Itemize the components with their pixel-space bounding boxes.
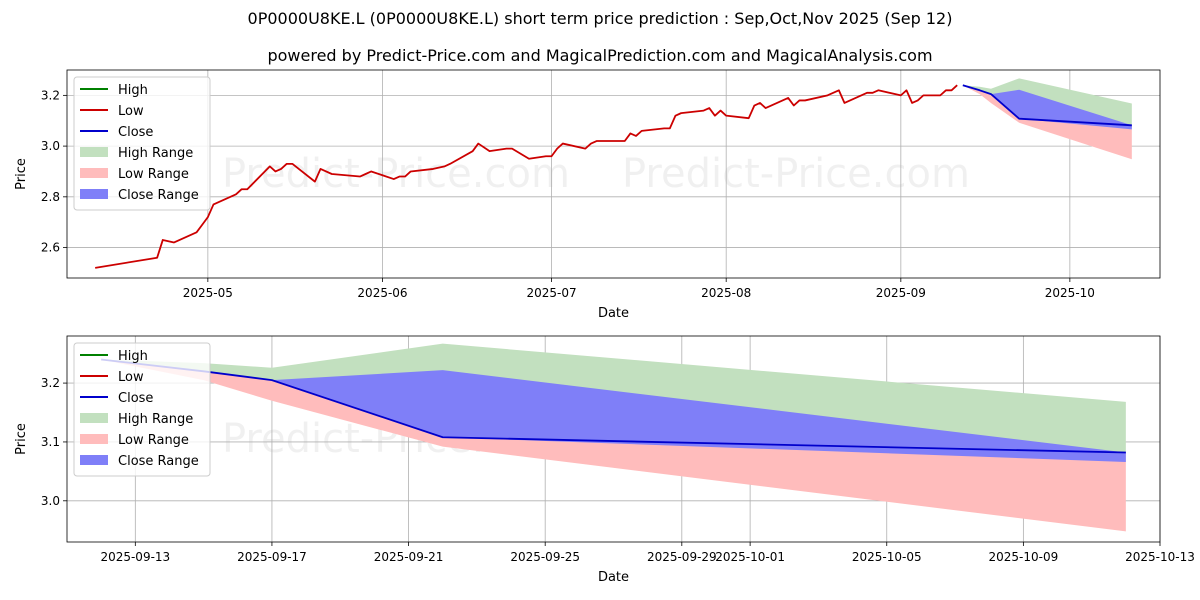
- legend-swatch-6: [80, 455, 108, 465]
- series-line-low: [95, 84, 958, 269]
- x-tick-label: 2025-10: [1045, 286, 1095, 300]
- legend-swatch-4: [80, 147, 108, 157]
- legend-label-3: Close: [118, 125, 153, 140]
- legend-swatch-5: [80, 434, 108, 444]
- legend-label-4: High Range: [118, 412, 193, 427]
- legend-label-5: Low Range: [118, 433, 189, 448]
- legend-swatch-5: [80, 168, 108, 178]
- legend-swatch-6: [80, 189, 108, 199]
- x-tick-label: 2025-10-01: [715, 550, 785, 564]
- legend-swatch-4: [80, 413, 108, 423]
- watermark-text: Predict-Price.com: [222, 151, 570, 197]
- axes-frame: [66, 69, 1161, 279]
- y-axis-label: Price: [14, 158, 29, 190]
- x-tick-label: 2025-09-17: [237, 550, 307, 564]
- watermark-text: Predict-Price.com: [622, 151, 970, 197]
- x-tick-label: 2025-10-13: [1125, 550, 1195, 564]
- legend-label-1: High: [118, 349, 148, 364]
- y-tick-label: 3.1: [41, 435, 60, 449]
- x-axis-label: Date: [598, 306, 629, 321]
- legend-label-5: Low Range: [118, 167, 189, 182]
- x-tick-label: 2025-09: [876, 286, 926, 300]
- close-range-band: [962, 85, 1132, 130]
- legend-label-1: High: [118, 83, 148, 98]
- legend-label-4: High Range: [118, 146, 193, 161]
- legend-label-2: Low: [118, 370, 144, 385]
- y-axis-label: Price: [14, 423, 29, 455]
- low-range-band: [101, 359, 1126, 532]
- x-axis-label: Date: [598, 570, 629, 585]
- chart-subtitle: powered by Predict-Price.com and Magical…: [267, 46, 933, 65]
- legend-label-3: Close: [118, 391, 153, 406]
- legend-label-6: Close Range: [118, 454, 199, 469]
- x-tick-label: 2025-07: [526, 286, 576, 300]
- x-tick-label: 2025-09-25: [510, 550, 580, 564]
- chart-title: 0P0000U8KE.L (0P0000U8KE.L) short term p…: [247, 9, 953, 28]
- legend: High Low Close High Range Low Range Close Ran…: [73, 342, 211, 477]
- series-line-close: [962, 84, 1132, 127]
- x-tick-label: 2025-10-09: [989, 550, 1059, 564]
- y-tick-label: 3.2: [41, 376, 60, 390]
- legend-label-6: Close Range: [118, 188, 199, 203]
- x-tick-label: 2025-10-05: [852, 550, 922, 564]
- legend-label-2: Low: [118, 104, 144, 119]
- axes-frame: [66, 335, 1161, 543]
- low-range-band: [962, 85, 1132, 160]
- y-tick-label: 2.6: [41, 241, 60, 255]
- y-tick-label: 3.0: [41, 139, 60, 153]
- y-tick-label: 3.0: [41, 494, 60, 508]
- close-range-band: [101, 359, 1126, 462]
- x-tick-label: 2025-09-13: [100, 550, 170, 564]
- x-tick-label: 2025-09-29: [647, 550, 717, 564]
- x-tick-label: 2025-06: [357, 286, 407, 300]
- x-tick-label: 2025-08: [701, 286, 751, 300]
- y-tick-label: 3.2: [41, 88, 60, 102]
- x-tick-label: 2025-05: [183, 286, 233, 300]
- x-tick-label: 2025-09-21: [374, 550, 444, 564]
- legend: High Low Close High Range Low Range Close Ran…: [73, 76, 211, 211]
- chart-panel-2: Predict-Price.comPredict-Price.com2025-0…: [14, 335, 1195, 585]
- y-tick-label: 2.8: [41, 190, 60, 204]
- chart-panel-1: Predict-Price.com Predict-Price.com 2025-0…: [14, 69, 1161, 321]
